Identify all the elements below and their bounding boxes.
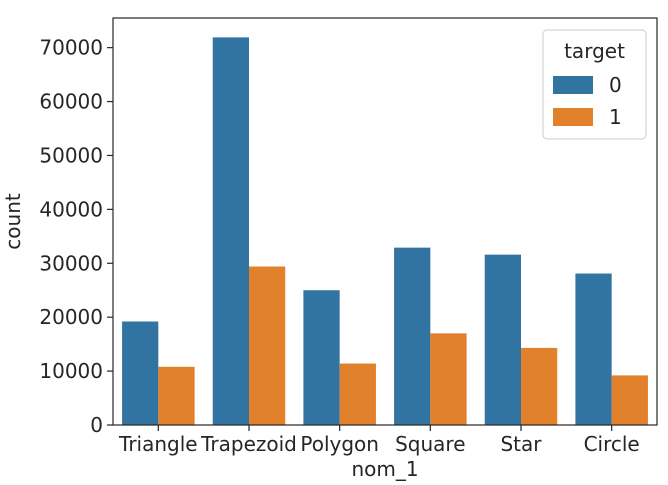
x-tick-label-circle: Circle — [584, 432, 640, 456]
bar-circle-target-0 — [575, 273, 612, 425]
legend-title: target — [564, 39, 625, 63]
legend-label-1: 1 — [609, 105, 622, 129]
y-tick-label: 0 — [90, 413, 103, 437]
y-tick-label: 40000 — [39, 197, 103, 221]
bar-square-target-0 — [394, 247, 431, 425]
bar-circle-target-1 — [611, 375, 648, 425]
plot-frame — [112, 17, 658, 426]
x-tick-label-square: Square — [395, 432, 465, 456]
bars — [122, 37, 648, 426]
bar-star-target-1 — [521, 347, 558, 425]
legend-swatch-0 — [553, 76, 593, 94]
y-axis-ticks: 0 10000 20000 30000 40000 50000 60000 70000 — [39, 36, 113, 437]
x-axis-ticks: Triangle Trapezoid Polygon Square Star Circle — [118, 425, 640, 456]
legend: target 01 — [542, 29, 647, 140]
bar-polygon-target-1 — [339, 363, 376, 425]
x-axis-label: nom_1 — [351, 457, 418, 481]
legend-items: 01 — [553, 73, 622, 129]
bar-star-target-0 — [484, 254, 521, 425]
y-tick-label: 20000 — [39, 305, 103, 329]
bar-trapezoid-target-0 — [212, 37, 249, 426]
bar-trapezoid-target-1 — [249, 266, 286, 425]
x-tick-label-star: Star — [500, 432, 542, 456]
bar-polygon-target-0 — [303, 290, 340, 425]
x-tick-label-triangle: Triangle — [118, 432, 198, 456]
x-tick-label-trapezoid: Trapezoid — [200, 432, 297, 456]
legend-label-0: 0 — [609, 73, 622, 97]
bar-triangle-target-0 — [122, 321, 159, 425]
y-tick-label: 70000 — [39, 36, 103, 60]
x-tick-label-polygon: Polygon — [300, 432, 379, 456]
bar-triangle-target-1 — [158, 366, 195, 425]
y-tick-label: 50000 — [39, 143, 103, 167]
legend-swatch-1 — [553, 108, 593, 126]
y-tick-label: 10000 — [39, 359, 103, 383]
y-tick-label: 60000 — [39, 90, 103, 114]
bar-square-target-1 — [430, 333, 467, 425]
y-axis-label: count — [1, 193, 25, 250]
y-tick-label: 30000 — [39, 251, 103, 275]
